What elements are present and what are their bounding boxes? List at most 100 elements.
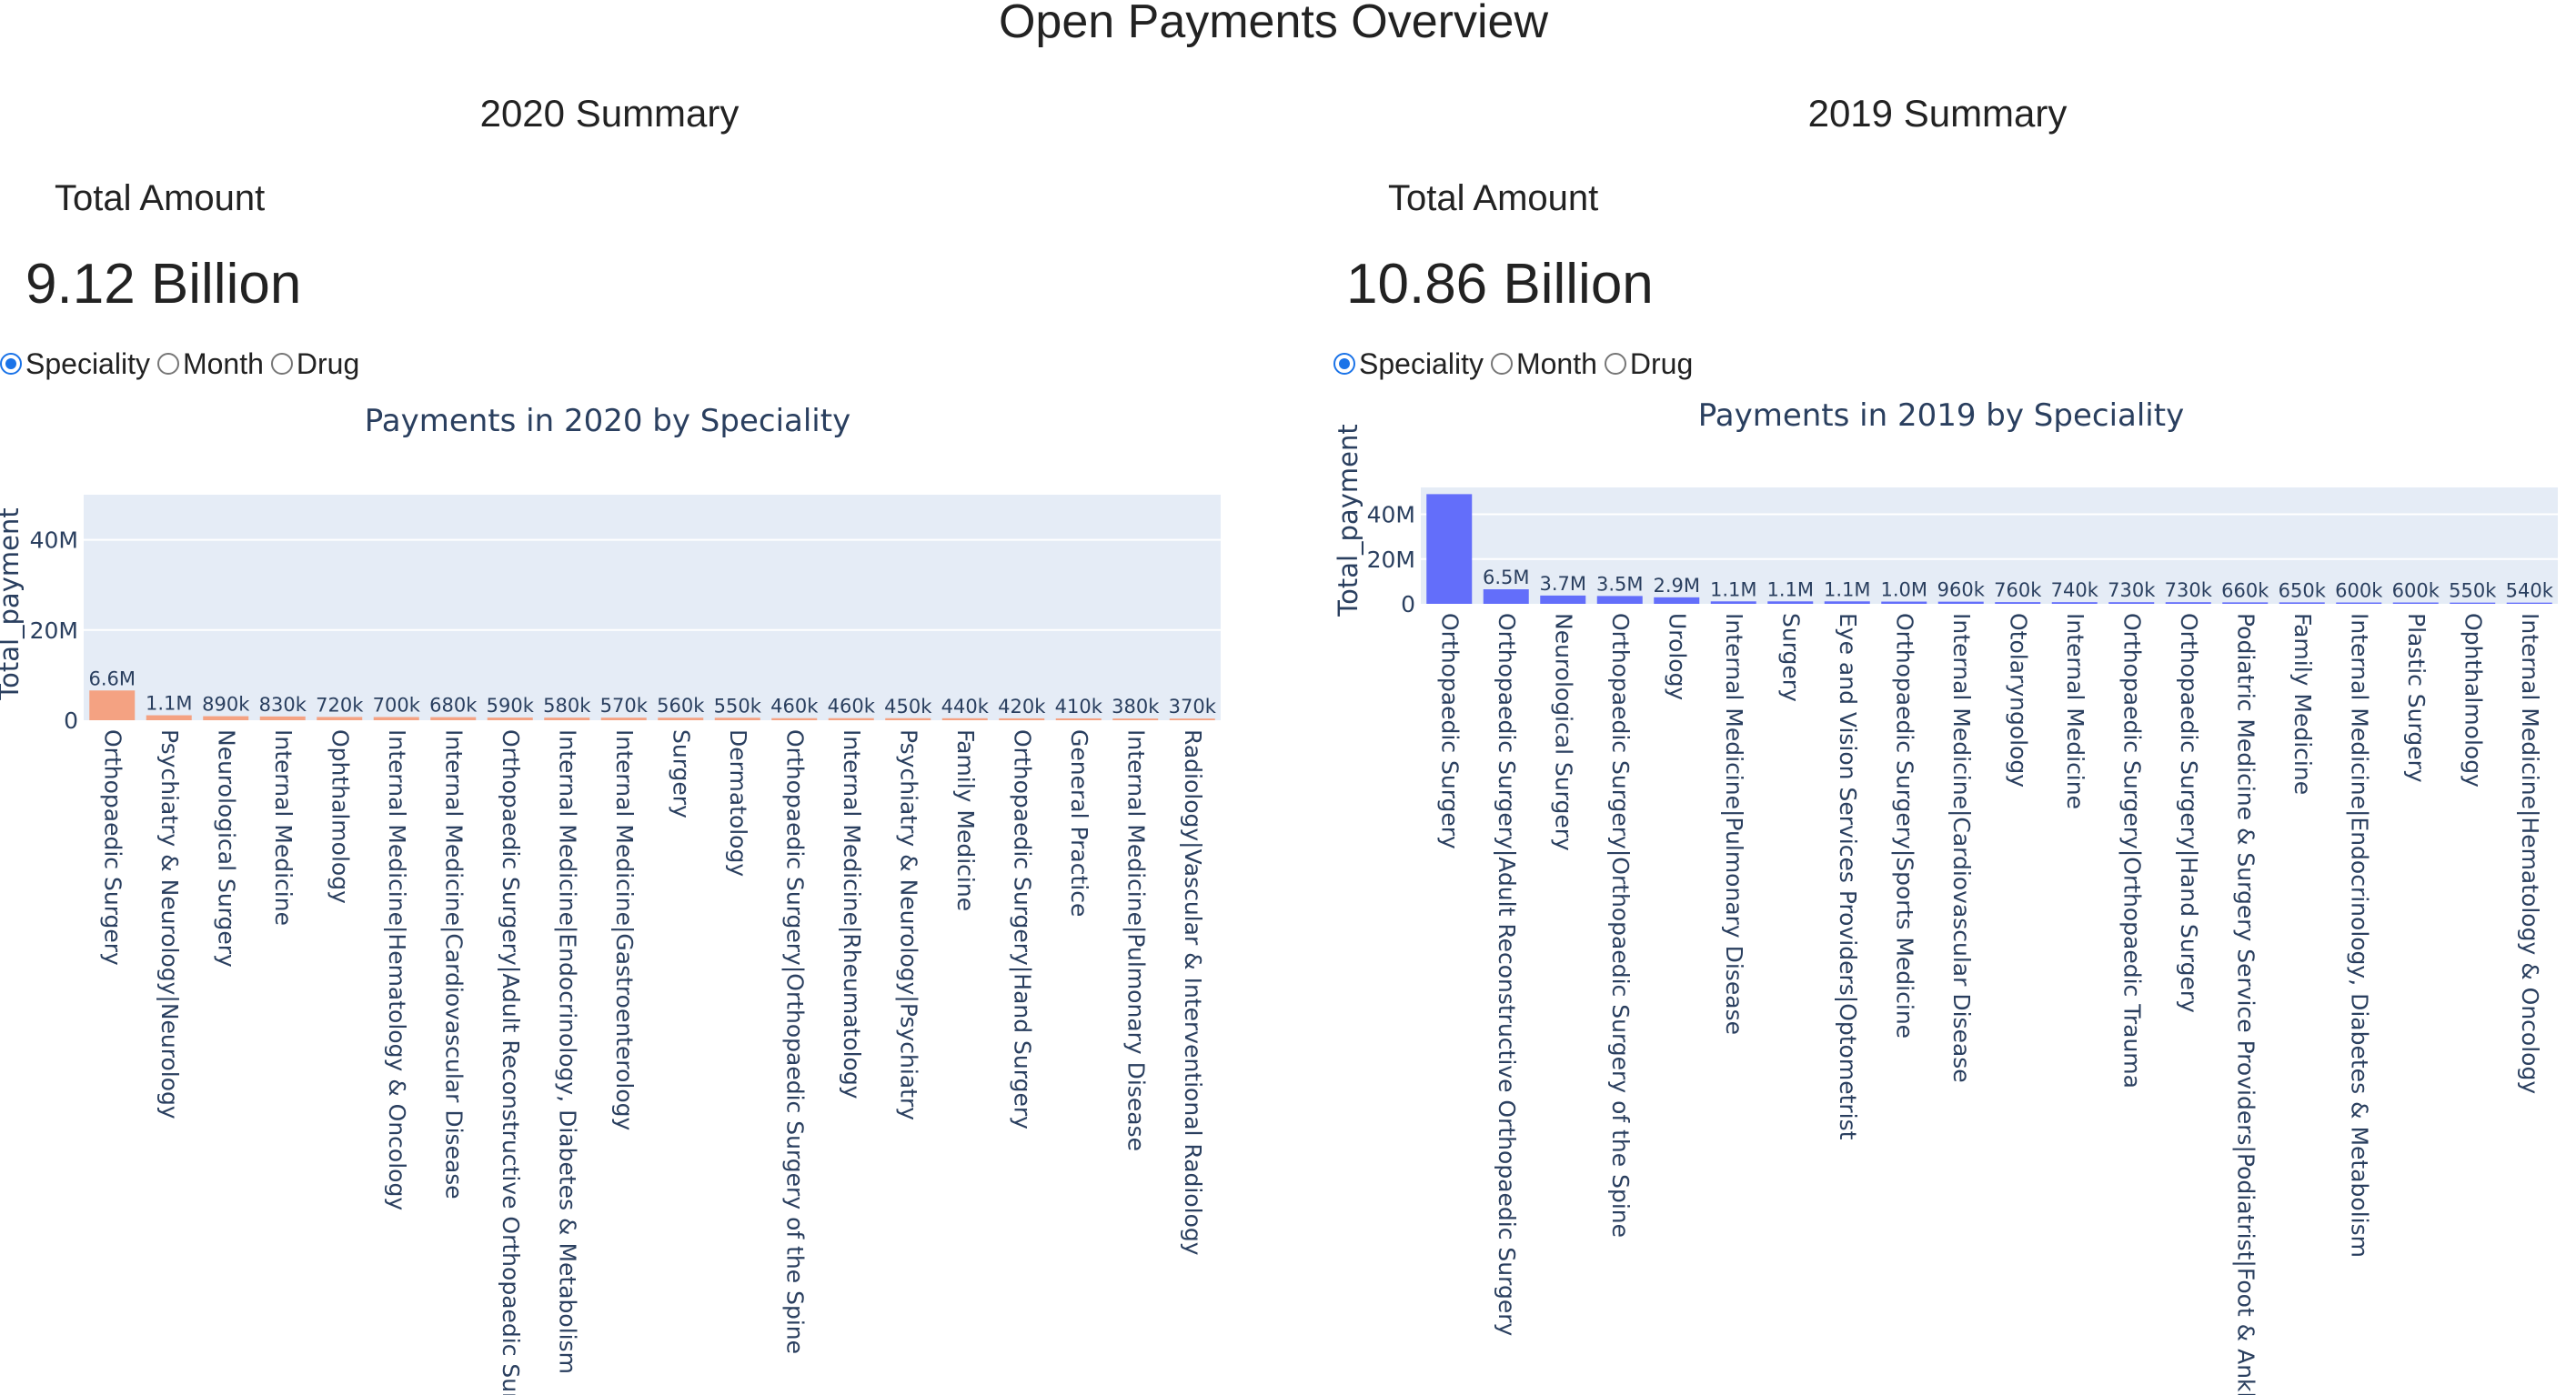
bar-value-labels: 6.6M 1.1M 890k 830k 720k 700k 680k 590k 580k 570k… [88,667,1216,718]
bar[interactable] [1112,718,1159,720]
plot-area [84,495,1221,720]
bar[interactable] [771,718,818,720]
bar[interactable] [1824,601,1870,604]
radio-speciality-2019[interactable]: Speciality [1333,346,1484,382]
bar[interactable] [544,718,590,720]
x-tick-label: Orthopaedic Surgery|Adult Reconstructive… [498,729,524,1395]
x-tick-label: Orthopaedic Surgery|Hand Surgery [1009,729,1035,1129]
bar-value-label: 600k [2392,580,2440,602]
bar[interactable] [1483,589,1529,604]
x-tick-label: Urology [1664,613,1690,700]
total-amount-label-2020: Total Amount [55,178,266,218]
x-tick-label: Otolaryngology [2005,613,2031,788]
x-tick-label: Orthopaedic Surgery|Hand Surgery [2176,613,2202,1013]
radio-button-icon[interactable] [1490,353,1513,375]
x-tick-label: Neurological Surgery [213,729,239,968]
bar[interactable] [1937,601,1984,604]
bar[interactable] [203,716,249,720]
radio-button-icon[interactable] [0,353,22,375]
summary-title-2020: 2020 Summary [479,92,740,135]
bar[interactable] [89,690,136,720]
x-tick-label: Orthopaedic Surgery|Sports Medicine [1891,613,1917,1039]
bar[interactable] [1596,596,1643,604]
x-tick-label: Internal Medicine|Cardiovascular Disease [1948,613,1975,1083]
bar[interactable] [2108,602,2155,604]
bar[interactable] [828,718,874,720]
bar[interactable] [430,717,477,720]
bar-value-label: 380k [1112,696,1160,718]
bar[interactable] [885,718,931,720]
bar[interactable] [2165,602,2211,604]
x-axis-ticks: Orthopaedic Surgery Psychiatry & Neurolog… [99,729,1206,1395]
bar[interactable] [373,717,419,720]
radio-month-2020[interactable]: Month [156,346,264,382]
bars [89,690,1215,720]
bar[interactable] [2222,602,2269,604]
x-tick-label: Psychiatry & Neurology|Neurology [156,729,183,1119]
radio-speciality-2020[interactable]: Speciality [0,346,150,382]
y-tick-label: 0 [1401,591,1415,617]
x-tick-label: Internal Medicine|Endocrinology, Diabete… [2346,613,2372,1258]
bar[interactable] [259,716,306,720]
bar-value-label: 3.7M [1539,573,1586,595]
bar-value-label: 460k [770,696,819,718]
bar[interactable] [714,718,760,720]
x-tick-label: Internal Medicine [2062,613,2088,809]
bar-value-label: 460k [828,696,876,718]
bar[interactable] [2450,602,2496,604]
bar[interactable] [1995,602,2041,604]
bar[interactable] [2506,602,2552,604]
bar[interactable] [658,718,704,720]
bar[interactable] [1055,718,1102,720]
bar[interactable] [999,718,1045,720]
y-axis-ticks: 0 20M 40M [30,527,78,734]
radio-button-icon[interactable] [156,353,179,375]
summary-title-2019: 2019 Summary [1807,92,2068,135]
bar[interactable] [146,715,192,720]
x-tick-label: Family Medicine [952,729,979,911]
bar-value-label: 720k [316,694,364,716]
bar[interactable] [1169,718,1215,720]
x-tick-label: Orthopaedic Surgery|Orthopaedic Surgery … [1607,613,1634,1238]
radio-drug-2020[interactable]: Drug [270,346,360,382]
bar[interactable] [1881,601,1927,604]
view-radio-group-2019: Speciality Month Drug [1333,346,1700,382]
bar-value-label: 760k [1994,579,2042,601]
bar-value-label: 6.5M [1483,567,1530,588]
bar[interactable] [1767,601,1814,604]
bar-value-label: 680k [429,695,478,717]
radio-button-icon[interactable] [1604,353,1626,375]
x-tick-label: General Practice [1066,729,1092,917]
bar-value-label: 650k [2279,579,2327,601]
bar-value-label: 1.1M [1766,578,1814,600]
x-tick-label: Internal Medicine|Pulmonary Disease [1122,729,1149,1151]
radio-label: Speciality [25,347,150,380]
bar-value-label: 890k [202,694,250,716]
x-tick-label: Orthopaedic Surgery|Orthopaedic Trauma [2118,613,2145,1089]
radio-month-2019[interactable]: Month [1490,346,1597,382]
bar[interactable] [2392,602,2439,604]
y-tick-label: 20M [1367,547,1415,573]
bar[interactable] [487,718,533,720]
radio-label: Drug [296,347,360,380]
bar-value-label: 3.5M [1596,573,1644,595]
radio-label: Month [182,347,264,380]
bar[interactable] [1654,597,1700,604]
radio-drug-2019[interactable]: Drug [1604,346,1693,382]
bar-value-label: 370k [1169,696,1217,718]
radio-button-icon[interactable] [1333,353,1355,375]
bar[interactable] [2336,602,2382,604]
x-tick-label: Radiology|Vascular & Interventional Radi… [1180,729,1206,1256]
y-tick-label: 40M [30,527,78,554]
bar[interactable] [1540,595,1586,604]
radio-button-icon[interactable] [270,353,293,375]
bar[interactable] [317,717,363,720]
bar[interactable] [2279,602,2325,604]
bar[interactable] [1426,494,1473,604]
bar[interactable] [1710,601,1756,604]
x-tick-label: Internal Medicine|Cardiovascular Disease [440,729,467,1199]
bar[interactable] [600,718,647,720]
bar[interactable] [2051,602,2098,604]
bar[interactable] [941,718,988,720]
view-radio-group-2020: Speciality Month Drug [0,346,367,382]
